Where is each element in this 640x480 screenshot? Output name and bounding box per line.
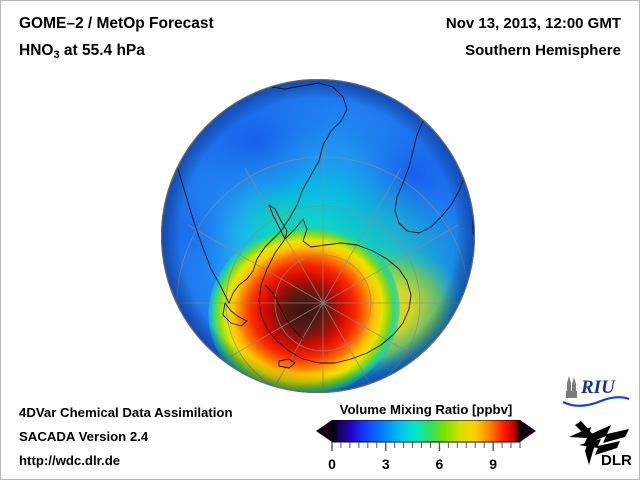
timestamp-label: Nov 13, 2013, 12:00 GMT [445,15,621,32]
dlr-logo: DLR [569,421,632,469]
species-level: at 55.4 hPa [59,42,145,59]
colorbar-gradient [332,420,520,442]
species-name: HNO [19,42,54,59]
colorbar-tick-label: 6 [436,456,444,472]
species-subscript: 3 [53,49,60,61]
colorbar: Volume Mixing Ratio [ppbv] 0 3 6 9 [312,402,540,479]
orthographic-projection [161,79,475,393]
riu-wordmark: RIU [580,377,616,398]
data-center-url: http://wdc.dlr.de [19,453,121,468]
colorbar-under-arrow [316,420,332,442]
colorbar-tick-label: 9 [489,456,497,472]
colorbar-ticks [331,442,521,451]
cathedral-towers-icon [566,376,577,398]
colorbar-tick-label: 3 [382,456,390,472]
riu-wave-icon [562,396,630,407]
dlr-wordmark: DLR [601,452,632,469]
globe-outline [161,79,475,393]
colorbar-scale: 0 3 6 9 [316,420,536,472]
field-layers [161,79,475,393]
limb-shading [161,79,475,393]
colorbar-over-arrow [520,420,536,442]
colorbar-tick-labels: 0 3 6 9 [328,456,497,472]
version-label: SACADA Version 2.4 [19,429,149,444]
page-title: GOME–2 / MetOp Forecast [19,15,214,32]
colorbar-frame [331,420,521,443]
riu-logo: RIU [562,376,630,407]
colorbar-tick-label: 0 [328,456,336,472]
species-subtitle: HNO3 at 55.4 hPa [19,42,145,61]
method-label: 4DVar Chemical Data Assimilation [19,405,233,420]
globe-map [161,79,475,393]
colorbar-title: Volume Mixing Ratio [ppbv] [339,402,513,417]
dlr-glyph-icon [569,421,629,465]
region-label: Southern Hemisphere [465,42,621,59]
